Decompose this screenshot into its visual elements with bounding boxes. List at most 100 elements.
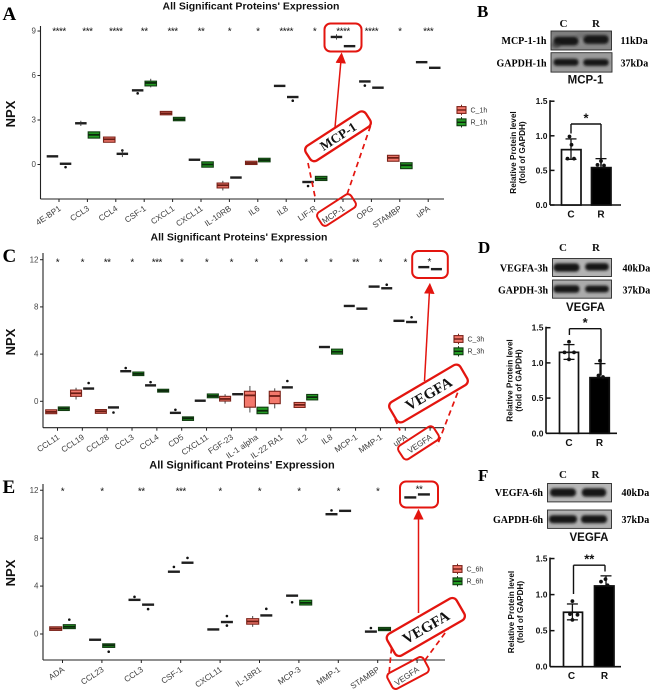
svg-text:Relative Protein level: Relative Protein level xyxy=(509,111,518,193)
svg-text:6: 6 xyxy=(32,71,37,80)
svg-text:*: * xyxy=(279,258,283,269)
svg-text:*: * xyxy=(81,258,85,269)
svg-text:C_6h: C_6h xyxy=(467,566,484,573)
svg-text:R_6h: R_6h xyxy=(467,579,484,586)
svg-text:**: ** xyxy=(352,258,359,269)
svg-text:**: ** xyxy=(416,485,423,496)
svg-text:C_1h: C_1h xyxy=(471,107,488,114)
svg-text:GAPDH-6h: GAPDH-6h xyxy=(493,515,543,526)
svg-text:C: C xyxy=(559,469,567,481)
svg-text:***: *** xyxy=(152,258,163,269)
svg-text:0.5: 0.5 xyxy=(536,165,548,175)
svg-text:(fold of GAPDH): (fold of GAPDH) xyxy=(518,121,527,184)
svg-text:R: R xyxy=(601,671,609,682)
svg-text:R: R xyxy=(597,210,605,221)
svg-text:(fold of GAPDH): (fold of GAPDH) xyxy=(516,581,525,644)
svg-text:*: * xyxy=(313,27,317,38)
svg-text:*: * xyxy=(228,27,232,38)
svg-text:R_1h: R_1h xyxy=(471,120,488,127)
svg-text:*: * xyxy=(379,258,383,269)
svg-text:*: * xyxy=(180,258,184,269)
svg-text:***: *** xyxy=(168,27,179,38)
svg-text:**: ** xyxy=(138,487,145,498)
svg-text:37kDa: 37kDa xyxy=(621,59,649,70)
svg-text:0: 0 xyxy=(34,630,39,639)
svg-text:R_3h: R_3h xyxy=(468,349,485,356)
svg-text:R: R xyxy=(592,242,601,254)
svg-text:B: B xyxy=(477,2,488,21)
svg-text:Relative Protein level: Relative Protein level xyxy=(507,571,516,653)
svg-text:D: D xyxy=(478,238,490,257)
svg-text:***: *** xyxy=(423,27,434,38)
svg-text:VEGFA-6h: VEGFA-6h xyxy=(495,488,544,499)
svg-text:0.0: 0.0 xyxy=(532,428,544,438)
svg-text:4: 4 xyxy=(34,582,39,591)
svg-text:****: **** xyxy=(109,27,123,38)
svg-text:***: *** xyxy=(82,27,93,38)
svg-text:NPX: NPX xyxy=(3,100,18,127)
svg-text:****: **** xyxy=(365,27,379,38)
svg-text:1.5: 1.5 xyxy=(536,554,548,564)
svg-text:*: * xyxy=(398,27,402,38)
svg-text:*: * xyxy=(230,258,234,269)
svg-text:*: * xyxy=(61,487,65,498)
svg-text:0.0: 0.0 xyxy=(536,662,548,672)
svg-text:*: * xyxy=(428,257,432,268)
svg-text:0: 0 xyxy=(34,397,39,406)
svg-text:3: 3 xyxy=(32,116,37,125)
svg-text:*: * xyxy=(218,487,222,498)
svg-text:NPX: NPX xyxy=(3,559,18,586)
svg-text:All Significant Proteins' Expr: All Significant Proteins' Expression xyxy=(163,1,340,13)
svg-text:0.5: 0.5 xyxy=(532,393,544,403)
svg-text:*: * xyxy=(376,487,380,498)
svg-text:8: 8 xyxy=(34,534,39,543)
svg-text:All Significant Proteins' Expr: All Significant Proteins' Expression xyxy=(149,460,335,472)
svg-text:R: R xyxy=(592,18,601,30)
svg-text:*: * xyxy=(329,258,333,269)
svg-text:**: ** xyxy=(104,258,111,269)
svg-text:MCP-1-1h: MCP-1-1h xyxy=(502,36,547,47)
svg-text:*: * xyxy=(130,258,134,269)
svg-text:1.0: 1.0 xyxy=(532,358,544,368)
svg-text:F: F xyxy=(478,466,488,485)
svg-text:0.5: 0.5 xyxy=(536,626,548,636)
svg-text:*: * xyxy=(304,258,308,269)
svg-text:*: * xyxy=(404,258,408,269)
svg-text:37kDa: 37kDa xyxy=(622,515,650,526)
svg-text:0.0: 0.0 xyxy=(536,200,548,210)
svg-text:11kDa: 11kDa xyxy=(621,36,648,47)
svg-text:*: * xyxy=(205,258,209,269)
svg-text:*: * xyxy=(337,487,341,498)
svg-text:*: * xyxy=(100,487,104,498)
svg-text:VEGFA: VEGFA xyxy=(570,532,609,544)
svg-text:All Significant Proteins' Expr: All Significant Proteins' Expression xyxy=(151,232,328,244)
svg-text:4: 4 xyxy=(34,350,39,359)
svg-text:***: *** xyxy=(176,487,187,498)
svg-text:****: **** xyxy=(52,27,66,38)
svg-text:1.5: 1.5 xyxy=(536,96,548,106)
svg-text:A: A xyxy=(3,4,17,25)
svg-text:*: * xyxy=(256,27,260,38)
svg-text:NPX: NPX xyxy=(3,328,18,355)
svg-text:*: * xyxy=(56,258,60,269)
svg-text:Relative Protein level: Relative Protein level xyxy=(506,339,515,421)
svg-text:C_3h: C_3h xyxy=(468,336,485,343)
svg-text:1.5: 1.5 xyxy=(532,323,544,333)
svg-text:GAPDH-1h: GAPDH-1h xyxy=(497,59,547,70)
svg-text:**: ** xyxy=(198,27,205,38)
svg-text:12: 12 xyxy=(30,255,39,264)
svg-text:C: C xyxy=(568,671,575,682)
svg-text:**: ** xyxy=(584,552,595,567)
svg-text:37kDa: 37kDa xyxy=(623,286,650,297)
svg-text:C: C xyxy=(567,210,574,221)
svg-text:E: E xyxy=(3,477,16,498)
svg-text:1.0: 1.0 xyxy=(536,590,548,600)
svg-text:C: C xyxy=(559,242,567,254)
svg-text:R: R xyxy=(592,469,601,481)
svg-text:**: ** xyxy=(141,27,148,38)
svg-text:C: C xyxy=(565,438,572,449)
svg-text:R: R xyxy=(596,438,604,449)
svg-text:1.0: 1.0 xyxy=(536,131,548,141)
svg-text:40kDa: 40kDa xyxy=(623,264,650,275)
svg-text:C: C xyxy=(3,246,17,267)
